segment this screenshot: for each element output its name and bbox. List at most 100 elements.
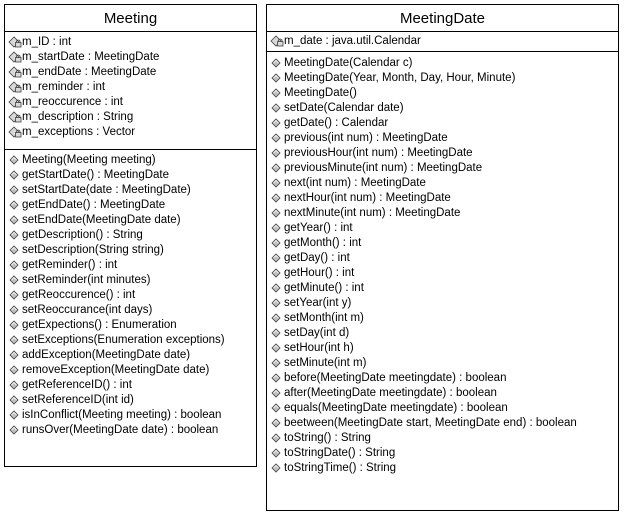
operation-row[interactable]: addException(MeetingDate date): [5, 347, 256, 362]
operation-row[interactable]: getMinute() : int: [267, 280, 618, 295]
operation-row[interactable]: removeException(MeetingDate date): [5, 362, 256, 377]
class-name: MeetingDate: [267, 5, 618, 32]
operation-row[interactable]: getReoccurence() : int: [5, 287, 256, 302]
operation-label: getHour() : int: [284, 266, 355, 279]
operation-row[interactable]: nextMinute(int num) : MeetingDate: [267, 205, 618, 220]
operation-row[interactable]: getYear() : int: [267, 220, 618, 235]
operation-row[interactable]: getDate() : Calendar: [267, 115, 618, 130]
attribute-label: m_reoccurence : int: [22, 95, 123, 108]
attribute-label: m_ID : int: [22, 35, 72, 48]
operation-label: addException(MeetingDate date): [22, 348, 191, 361]
attribute-row[interactable]: m_description : String: [5, 109, 256, 124]
operation-row[interactable]: nextHour(int num) : MeetingDate: [267, 190, 618, 205]
private-field-icon: [8, 50, 22, 63]
operation-row[interactable]: toString() : String: [267, 430, 618, 445]
operation-row[interactable]: getHour() : int: [267, 265, 618, 280]
operation-row[interactable]: getReferenceID() : int: [5, 377, 256, 392]
operation-label: getReoccurence() : int: [22, 288, 136, 301]
operation-label: setDescription(String string): [22, 243, 164, 256]
operation-row[interactable]: setMonth(int m): [267, 310, 618, 325]
public-method-icon: [270, 147, 284, 159]
attribute-row[interactable]: m_date : java.util.Calendar: [267, 33, 618, 48]
operation-row[interactable]: getStartDate() : MeetingDate: [5, 167, 256, 182]
class-box-meetingdate[interactable]: MeetingDate m_date : java.util.Calendar …: [266, 4, 619, 511]
class-box-meeting[interactable]: Meeting m_ID : int m_startDate : MeetingD…: [4, 4, 257, 467]
operation-row[interactable]: before(MeetingDate meetingdate) : boolea…: [267, 370, 618, 385]
attributes-compartment: m_ID : int m_startDate : MeetingDate m_end…: [5, 32, 256, 150]
private-field-icon: [8, 35, 22, 48]
operation-row[interactable]: toStringDate() : String: [267, 445, 618, 460]
operation-label: setDay(int d): [284, 326, 350, 339]
public-method-icon: [8, 319, 22, 331]
public-method-icon: [8, 199, 22, 211]
attributes-compartment: m_date : java.util.Calendar: [267, 32, 618, 52]
operation-row[interactable]: setDay(int d): [267, 325, 618, 340]
operation-row[interactable]: setHour(int h): [267, 340, 618, 355]
public-method-icon: [270, 417, 284, 429]
public-method-icon: [270, 132, 284, 144]
public-method-icon: [8, 184, 22, 196]
public-method-icon: [270, 447, 284, 459]
operation-label: getExpections() : Enumeration: [22, 318, 177, 331]
operation-row[interactable]: setDescription(String string): [5, 242, 256, 257]
public-method-icon: [270, 267, 284, 279]
operation-row[interactable]: getDay() : int: [267, 250, 618, 265]
attribute-row[interactable]: m_startDate : MeetingDate: [5, 49, 256, 64]
private-field-icon: [270, 34, 284, 47]
operation-row[interactable]: setMinute(int m): [267, 355, 618, 370]
operation-label: setHour(int h): [284, 341, 354, 354]
attribute-row[interactable]: m_ID : int: [5, 34, 256, 49]
attribute-label: m_reminder : int: [22, 80, 106, 93]
operation-row[interactable]: setReminder(int minutes): [5, 272, 256, 287]
operation-row[interactable]: setYear(int y): [267, 295, 618, 310]
public-method-icon: [270, 312, 284, 324]
operation-row[interactable]: setReoccurance(int days): [5, 302, 256, 317]
operation-label: setStartDate(date : MeetingDate): [22, 183, 191, 196]
operation-row[interactable]: previousMinute(int num) : MeetingDate: [267, 160, 618, 175]
operation-row[interactable]: getReminder() : int: [5, 257, 256, 272]
operation-row[interactable]: next(int num) : MeetingDate: [267, 175, 618, 190]
operation-label: MeetingDate(Calendar c): [284, 56, 413, 69]
operation-label: setYear(int y): [284, 296, 352, 309]
public-method-icon: [270, 57, 284, 69]
attribute-row[interactable]: m_reoccurence : int: [5, 94, 256, 109]
operation-row[interactable]: getMonth() : int: [267, 235, 618, 250]
public-method-icon: [8, 394, 22, 406]
public-method-icon: [270, 357, 284, 369]
attribute-row[interactable]: m_endDate : MeetingDate: [5, 64, 256, 79]
public-method-icon: [8, 214, 22, 226]
operation-row[interactable]: getDescription() : String: [5, 227, 256, 242]
operation-label: setReoccurance(int days): [22, 303, 153, 316]
attribute-row[interactable]: m_exceptions : Vector: [5, 124, 256, 139]
operation-row[interactable]: setDate(Calendar date): [267, 100, 618, 115]
operation-row[interactable]: previous(int num) : MeetingDate: [267, 130, 618, 145]
public-method-icon: [270, 327, 284, 339]
operation-row[interactable]: MeetingDate(Year, Month, Day, Hour, Minu…: [267, 70, 618, 85]
operation-row[interactable]: after(MeetingDate meetingdate) : boolean: [267, 385, 618, 400]
operation-row[interactable]: MeetingDate(): [267, 85, 618, 100]
public-method-icon: [270, 297, 284, 309]
operation-row[interactable]: toStringTime() : String: [267, 460, 618, 475]
operations-compartment: Meeting(Meeting meeting) getStartDate() :…: [5, 150, 256, 437]
operation-label: setMonth(int m): [284, 311, 364, 324]
operation-label: getDay() : int: [284, 251, 350, 264]
operation-label: getReferenceID() : int: [22, 378, 132, 391]
private-field-icon: [8, 125, 22, 138]
public-method-icon: [270, 192, 284, 204]
operation-row[interactable]: getExpections() : Enumeration: [5, 317, 256, 332]
operation-label: setMinute(int m): [284, 356, 367, 369]
operation-row[interactable]: Meeting(Meeting meeting): [5, 152, 256, 167]
operation-row[interactable]: runsOver(MeetingDate date) : boolean: [5, 422, 256, 437]
operation-row[interactable]: beetween(MeetingDate start, MeetingDate …: [267, 415, 618, 430]
operation-row[interactable]: setExceptions(Enumeration exceptions): [5, 332, 256, 347]
operation-row[interactable]: setReferenceID(int id): [5, 392, 256, 407]
operation-row[interactable]: setEndDate(MeetingDate date): [5, 212, 256, 227]
operation-row[interactable]: isInConflict(Meeting meeting) : boolean: [5, 407, 256, 422]
operation-row[interactable]: previousHour(int num) : MeetingDate: [267, 145, 618, 160]
operation-row[interactable]: setStartDate(date : MeetingDate): [5, 182, 256, 197]
operation-row[interactable]: equals(MeetingDate meetingdate) : boolea…: [267, 400, 618, 415]
operation-label: after(MeetingDate meetingdate) : boolean: [284, 386, 497, 399]
operation-row[interactable]: getEndDate() : MeetingDate: [5, 197, 256, 212]
attribute-row[interactable]: m_reminder : int: [5, 79, 256, 94]
operation-row[interactable]: MeetingDate(Calendar c): [267, 55, 618, 70]
